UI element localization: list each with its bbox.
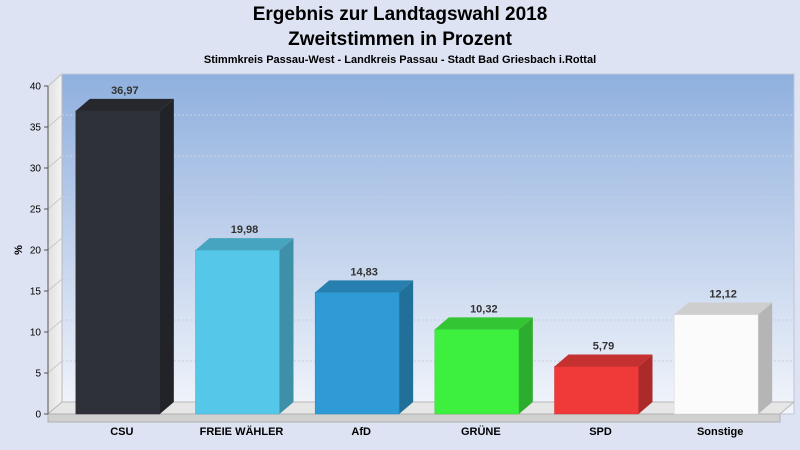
bar-top [554, 354, 653, 367]
y-tick-label: 35 [30, 123, 42, 134]
bar-side [159, 98, 174, 414]
x-category-label: AfD [351, 426, 371, 438]
bar-grüne [434, 317, 533, 415]
bar-top [434, 317, 533, 330]
bar-value-label: 10,32 [470, 303, 498, 315]
y-tick-label: 40 [30, 82, 42, 93]
bar-freie-wähler [195, 238, 294, 415]
y-tick-label: 25 [30, 205, 42, 216]
bar-side [399, 280, 414, 414]
bar-front [554, 366, 639, 415]
y-tick-label: 15 [30, 287, 42, 298]
bar-front [75, 110, 161, 415]
grid-line-side [47, 360, 63, 374]
bars [75, 98, 773, 415]
bar-sonstige [673, 302, 773, 415]
bar-value-label: 36,97 [111, 85, 139, 97]
grid-line-side [47, 278, 63, 292]
plot-back-wall [61, 73, 795, 415]
y-axis-label: % [13, 245, 25, 255]
bar-top [195, 238, 294, 251]
x-category-label: CSU [110, 426, 133, 438]
x-category-label: FREIE WÄHLER [200, 425, 284, 438]
labels: 36,97 CSU 19,98 FREIE WÄHLER 14,83 AfD 10,32 GR… [110, 85, 743, 438]
bar-csu [75, 98, 174, 415]
bar-side [518, 317, 533, 414]
bar-value-label: 19,98 [231, 224, 259, 236]
bar-front [314, 292, 400, 415]
y-tick-label: 30 [30, 164, 42, 175]
bar-value-label: 14,83 [350, 266, 378, 278]
bar-front [434, 329, 520, 415]
grid-line-side [47, 155, 63, 169]
grid-line-side [47, 114, 63, 128]
chart-subtitle: Zweitstimmen in Prozent [288, 29, 512, 50]
y-tick-label: 10 [30, 328, 42, 339]
bar-spd [554, 354, 653, 415]
chart-title: Ergebnis zur Landtagswahl 2018 [252, 4, 548, 25]
bar-side [279, 238, 294, 414]
grid-line-side [47, 237, 63, 251]
bar-front [673, 314, 759, 415]
chart-subtitle-region: Stimmkreis Passau-West - Landkreis Passa… [203, 54, 597, 66]
bar-top [674, 302, 773, 315]
bar-value-label: 12,12 [709, 289, 737, 301]
y-tick-label: 0 [35, 410, 41, 421]
bar-side [758, 302, 773, 414]
x-category-label: Sonstige [697, 426, 743, 438]
y-tick-label: 20 [30, 246, 42, 257]
bar-top [75, 98, 174, 111]
bar-top [315, 280, 414, 293]
grid-line-side [47, 73, 63, 87]
bar-side [638, 354, 653, 414]
x-category-label: GRÜNE [461, 425, 501, 438]
y-axis: 0 5 10 15 20 25 30 35 40% [13, 82, 49, 421]
bar-value-label: 5,79 [593, 341, 614, 353]
bar-front [195, 249, 280, 415]
bar-afd [314, 280, 414, 415]
x-category-label: SPD [589, 426, 612, 438]
plot-floor-edge [47, 413, 781, 423]
grid-line-side [47, 196, 63, 210]
grid-line-side [47, 319, 63, 333]
y-tick-label: 5 [35, 369, 41, 380]
